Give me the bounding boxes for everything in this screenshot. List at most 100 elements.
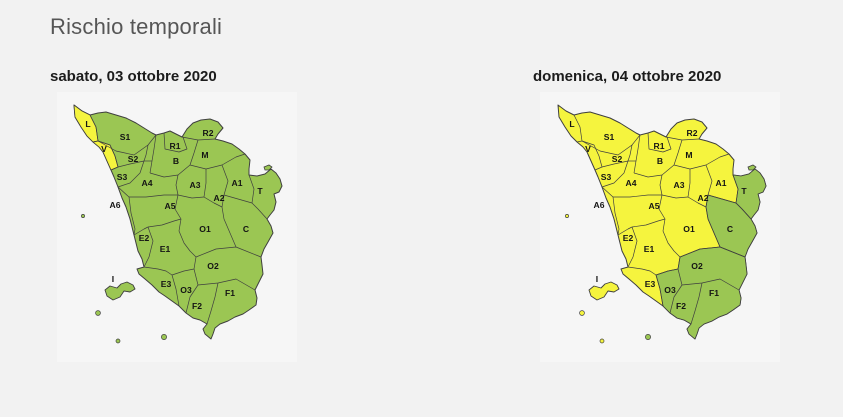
zone-border <box>171 274 180 307</box>
zone-border <box>647 132 672 153</box>
zone-border <box>687 169 691 198</box>
zone-label-O3: O3 <box>180 285 192 295</box>
zone-label-M: M <box>685 150 692 160</box>
island-dot <box>565 214 569 218</box>
island-dot <box>81 214 85 218</box>
zone-label-O3: O3 <box>664 285 676 295</box>
zone-border <box>669 284 683 314</box>
zone-label-T: T <box>741 186 747 196</box>
zone-label-R1: R1 <box>654 141 665 151</box>
map-panel-sunday: domenica, 04 ottobre 2020 L S1 V R1 R2 B M S2 S3… <box>533 68 780 362</box>
zone-border <box>735 202 752 220</box>
maps-row: sabato, 03 ottobre 2020 L S1 V R1 R2 B M S2 S3 A4… <box>50 68 843 362</box>
zone-border <box>163 132 188 153</box>
zone-label-A5: A5 <box>165 201 176 211</box>
zone-label-T: T <box>257 186 263 196</box>
zone-border <box>189 139 199 166</box>
zone-label-S2: S2 <box>612 154 623 164</box>
zone-label-E1: E1 <box>160 244 171 254</box>
zone-border <box>705 164 713 196</box>
zone-label-C: C <box>727 224 733 234</box>
zone-border <box>673 139 683 166</box>
zone-label-R1: R1 <box>170 141 181 151</box>
zone-label-O2: O2 <box>691 261 703 271</box>
zone-label-M: M <box>201 150 208 160</box>
island-elba <box>104 281 136 301</box>
islet-near-T <box>263 164 273 171</box>
zone-label-E1: E1 <box>644 244 655 254</box>
zone-label-O1: O1 <box>683 224 695 234</box>
page: Rischio temporali sabato, 03 ottobre 202… <box>50 14 843 362</box>
zone-border <box>117 160 145 168</box>
zone-border <box>601 160 629 188</box>
zone-label-E3: E3 <box>645 279 656 289</box>
zone-label-A1: A1 <box>716 178 727 188</box>
island-elba <box>588 281 620 301</box>
zone-border <box>149 134 157 174</box>
zone-label-O2: O2 <box>207 261 219 271</box>
zone-label-A2: A2 <box>214 193 225 203</box>
zone-label-S2: S2 <box>128 154 139 164</box>
zone-border <box>117 160 145 188</box>
zone-label-R2: R2 <box>203 128 214 138</box>
zone-label-A5: A5 <box>649 201 660 211</box>
zone-label-I: I <box>596 274 598 284</box>
zone-border <box>707 194 737 204</box>
map-date-heading-sunday: domenica, 04 ottobre 2020 <box>533 68 722 85</box>
zone-label-F1: F1 <box>225 288 235 298</box>
zone-label-E2: E2 <box>139 233 150 243</box>
zone-border <box>174 194 197 258</box>
islet-near-T <box>747 164 757 171</box>
zone-border <box>627 226 638 268</box>
zone-label-A1: A1 <box>232 178 243 188</box>
zone-border <box>221 206 237 248</box>
zone-border <box>633 134 641 174</box>
zone-border <box>617 226 633 236</box>
zone-label-S3: S3 <box>601 172 612 182</box>
zone-border <box>143 144 149 162</box>
island-giglio <box>645 334 651 340</box>
zone-border <box>690 282 703 325</box>
island-giglio <box>161 334 167 340</box>
zone-border <box>221 194 225 208</box>
zone-label-E3: E3 <box>161 279 172 289</box>
zone-border <box>147 218 182 228</box>
zone-label-B: B <box>657 156 663 166</box>
zone-border <box>203 169 207 198</box>
zone-border <box>679 246 746 258</box>
zone-border <box>248 174 255 204</box>
zone-border <box>581 140 603 171</box>
zone-border <box>143 226 154 268</box>
map-date-heading-saturday: sabato, 03 ottobre 2020 <box>50 68 217 85</box>
zone-border <box>659 174 663 196</box>
zone-border <box>143 266 173 276</box>
zone-border <box>206 282 219 325</box>
page-title: Rischio temporali <box>50 14 223 39</box>
island-dot <box>599 338 605 344</box>
zone-border <box>185 284 199 314</box>
zone-label-O1: O1 <box>199 224 211 234</box>
zone-border <box>97 134 157 156</box>
zone-border <box>627 144 633 162</box>
zone-label-A3: A3 <box>190 180 201 190</box>
zone-border <box>687 196 707 208</box>
zone-label-S3: S3 <box>117 172 128 182</box>
zone-label-A3: A3 <box>674 180 685 190</box>
zone-border <box>133 226 149 236</box>
zone-border <box>705 194 709 208</box>
island-dot <box>95 310 101 316</box>
zone-border <box>175 174 179 196</box>
zone-border <box>97 140 119 171</box>
zone-border <box>89 114 99 143</box>
island-dot <box>579 310 585 316</box>
zone-border <box>732 174 739 204</box>
island-dot <box>115 338 121 344</box>
zone-label-A6: A6 <box>594 200 605 210</box>
zone-border <box>221 164 229 196</box>
zone-border <box>601 160 629 168</box>
zone-label-A2: A2 <box>698 193 709 203</box>
zone-label-F1: F1 <box>709 288 719 298</box>
zone-label-L: L <box>85 119 90 129</box>
zone-border <box>705 206 721 248</box>
